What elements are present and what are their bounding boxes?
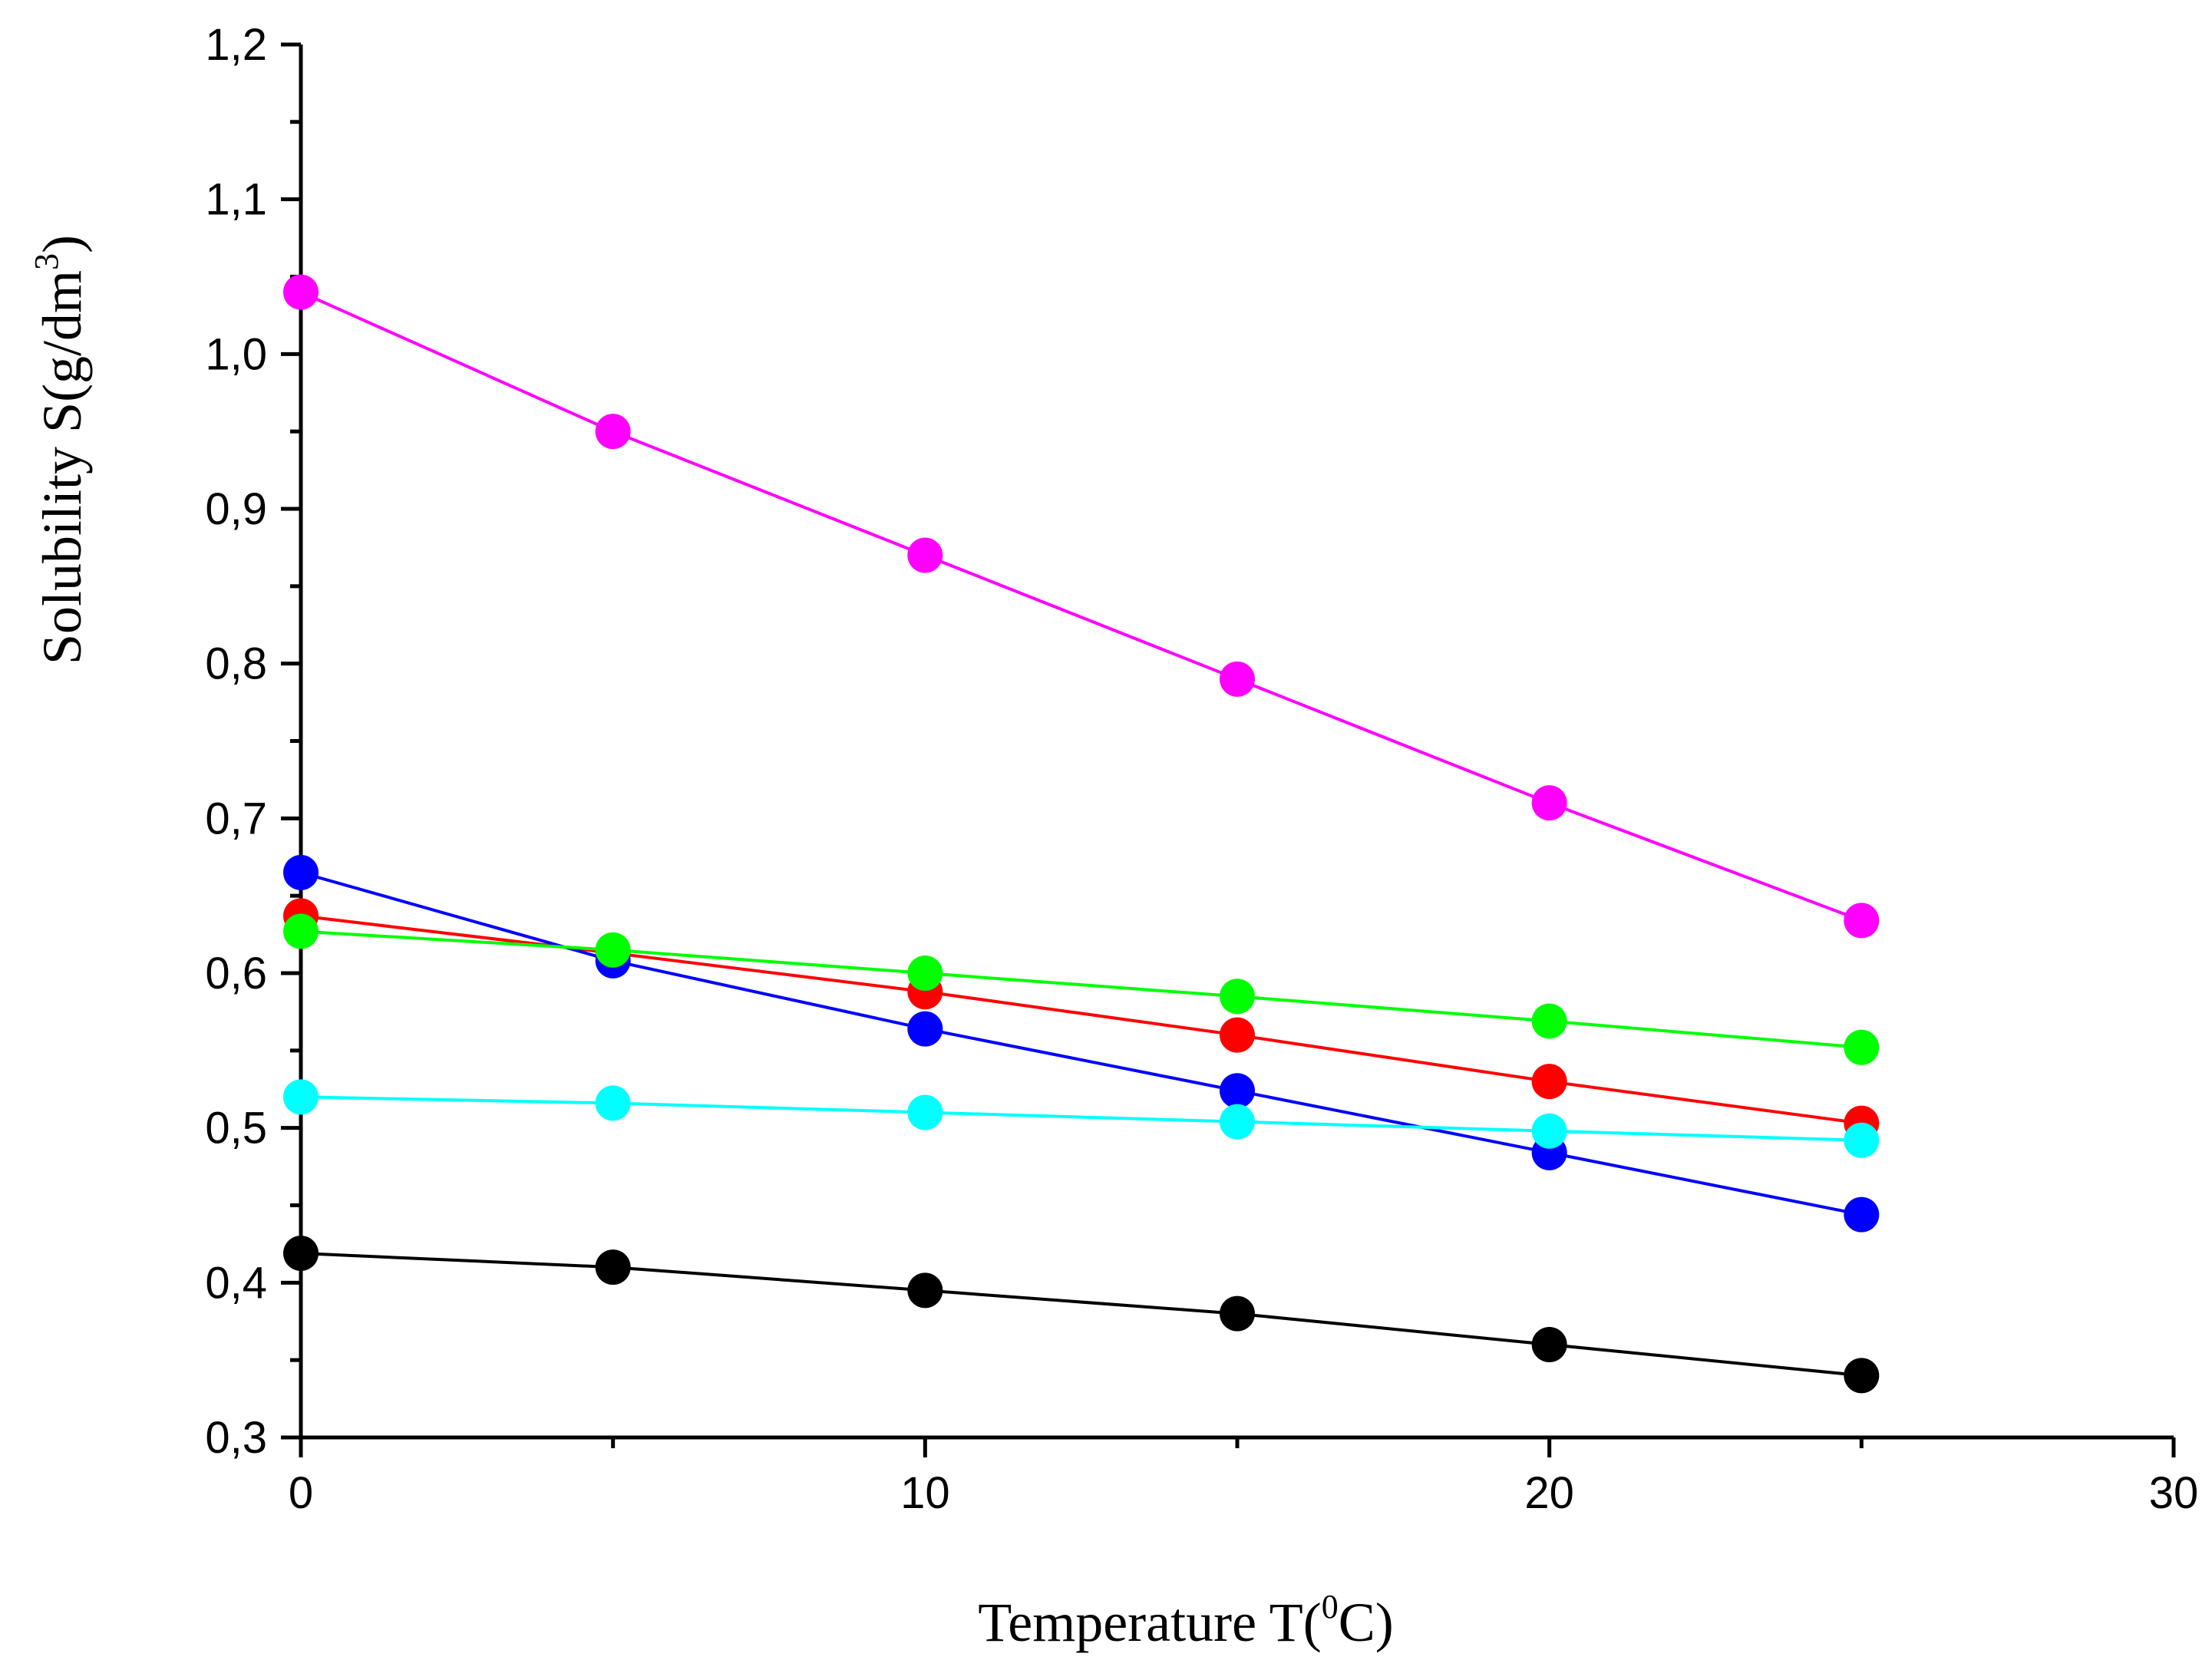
red-series-point [1531, 1064, 1567, 1100]
y-tick-label: 1,2 [205, 20, 267, 70]
y-tick-label: 1,0 [205, 329, 267, 379]
x-tick-label: 0 [289, 1468, 313, 1518]
cyan-series-point [1220, 1104, 1255, 1140]
green-series-point [1220, 979, 1255, 1015]
blue-series-point [907, 1011, 943, 1047]
black-series-point [1220, 1295, 1255, 1332]
x-tick-label: 10 [900, 1468, 950, 1518]
green-series-point [283, 913, 319, 949]
magenta-series-point [1220, 661, 1255, 697]
cyan-series-line [300, 1095, 1862, 1142]
y-tick-label: 0,4 [205, 1258, 267, 1308]
red-series-point [1220, 1017, 1255, 1053]
black-series-point [907, 1272, 943, 1309]
y-tick-label: 0,6 [205, 949, 267, 998]
y-tick-label: 0,5 [205, 1104, 267, 1153]
cyan-series-point [1531, 1113, 1567, 1149]
x-tick-label: 20 [1524, 1468, 1574, 1518]
cyan-series-point [283, 1079, 319, 1115]
cyan-series-point [1844, 1122, 1880, 1158]
magenta-series-point [907, 537, 943, 573]
magenta-series-point [595, 414, 631, 450]
y-tick-label: 0,8 [205, 639, 267, 689]
y-axis-title: Solubility S(g/dm3) [28, 235, 93, 665]
black-series-point [595, 1249, 631, 1286]
y-tick-label: 1,1 [205, 175, 267, 225]
y-tick-label: 0,3 [205, 1413, 267, 1463]
magenta-series-line [300, 290, 1863, 922]
black-series-line [300, 1252, 1862, 1378]
black-series-point [1844, 1358, 1880, 1394]
black-series-point [283, 1236, 319, 1272]
green-series-point [595, 932, 631, 968]
cyan-series-point [595, 1085, 631, 1121]
blue-series-point [1844, 1196, 1880, 1233]
magenta-series-point [1531, 785, 1567, 821]
green-series-point [907, 955, 943, 991]
series-layer [283, 274, 1880, 1394]
labels-layer: 0,3 0,4 0,5 0,6 0,7 0,8 0,9 1,0 1,1 1,2 0 10 20 30 [205, 20, 2198, 1518]
magenta-series-point [1844, 903, 1880, 939]
y-tick-label: 0,7 [205, 794, 267, 843]
green-series-line [300, 929, 1862, 1049]
magenta-series-point [283, 274, 319, 310]
black-series-point [1531, 1327, 1567, 1362]
x-axis-title: Temperature T(0C) [978, 1588, 1393, 1653]
cyan-series-point [907, 1094, 943, 1130]
x-tick-label: 30 [2149, 1468, 2199, 1518]
green-series-point [1531, 1003, 1567, 1039]
blue-series-point [283, 854, 319, 890]
green-series-point [1844, 1029, 1880, 1065]
y-tick-label: 0,9 [205, 484, 267, 534]
blue-series-point [1220, 1073, 1255, 1109]
